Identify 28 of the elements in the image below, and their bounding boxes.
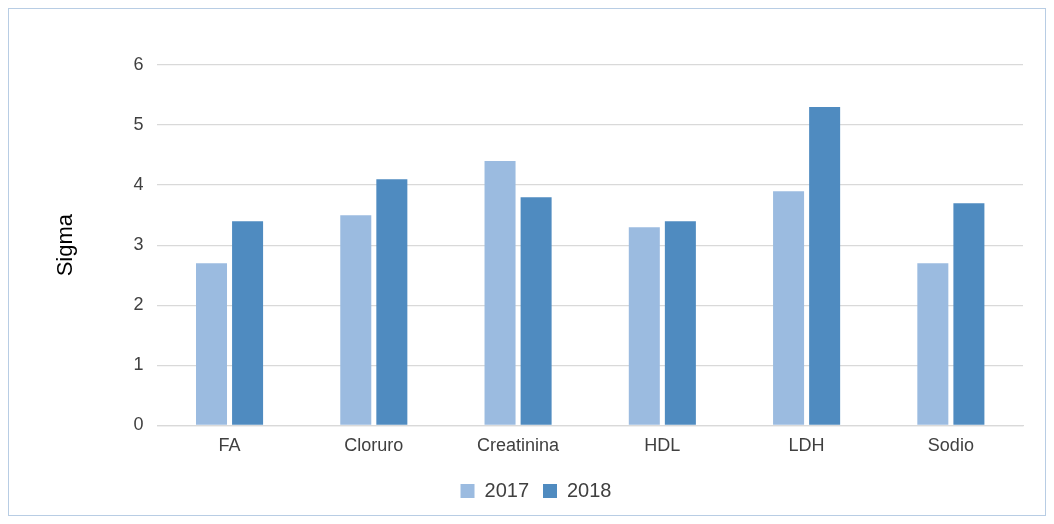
y-axis-title: Sigma (52, 213, 78, 277)
y-tick-label: 3 (133, 234, 144, 255)
y-tick-label: 5 (133, 114, 144, 135)
y-tick-label: 4 (133, 174, 144, 195)
legend-label: 2017 (484, 478, 530, 501)
bar (520, 197, 552, 425)
x-tick-label: HDL (644, 435, 681, 456)
x-tick-label: Cloruro (344, 435, 404, 456)
bar (953, 203, 985, 425)
bar (809, 107, 841, 425)
legend-label: 2018 (567, 478, 612, 501)
x-tick-label: FA (218, 435, 241, 456)
y-tick-label: 2 (133, 294, 144, 315)
x-tick-label: Sodio (927, 435, 974, 456)
bar (664, 221, 696, 425)
bar (232, 221, 264, 425)
bar (340, 215, 372, 425)
bar (484, 161, 516, 425)
y-tick-label: 0 (133, 414, 144, 435)
y-tick-label: 1 (133, 354, 144, 375)
y-tick-label: 6 (133, 53, 144, 74)
x-tick-label: Creatinina (477, 435, 561, 456)
bar (628, 227, 660, 425)
bar (917, 263, 949, 425)
bar (376, 179, 408, 425)
x-tick-label: LDH (788, 435, 825, 456)
bar (773, 191, 805, 425)
bar (196, 263, 228, 425)
